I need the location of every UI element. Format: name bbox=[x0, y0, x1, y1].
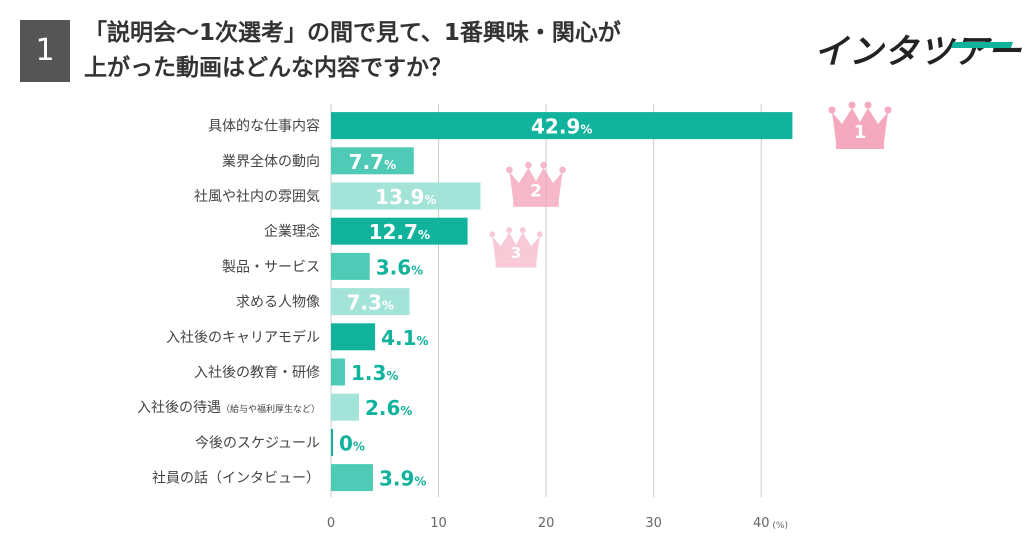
bar bbox=[331, 112, 793, 140]
crown-shape bbox=[509, 167, 563, 201]
crown-base bbox=[513, 200, 559, 207]
x-axis: 0 10 20 30 40 (%) bbox=[327, 516, 788, 531]
bar bbox=[331, 217, 468, 245]
value-label: 2.6% bbox=[365, 396, 412, 420]
crown-rank-number: 1 bbox=[854, 122, 867, 143]
crown-jewel bbox=[489, 231, 496, 238]
x-tick-label: 40 bbox=[753, 516, 770, 531]
bars bbox=[331, 112, 793, 492]
x-tick-label: 0 bbox=[327, 516, 335, 531]
question-number-badge: 1 bbox=[20, 20, 70, 82]
crown-jewel bbox=[864, 101, 872, 109]
crown-rank-number: 3 bbox=[511, 244, 522, 262]
bar bbox=[331, 358, 345, 386]
category-label: 入社後の待遇（給与や福利厚生など） bbox=[137, 400, 320, 416]
category-label: 入社後のキャリアモデル bbox=[166, 329, 320, 346]
header: 1 「説明会〜1次選考」の間で見て、1番興味・関心が 上がった動画はどんな内容で… bbox=[16, 12, 1021, 92]
value-label: 1.3% bbox=[351, 361, 398, 385]
bar bbox=[331, 428, 333, 456]
bar bbox=[331, 323, 376, 351]
bar bbox=[331, 464, 373, 492]
crown-jewel bbox=[525, 161, 532, 169]
category-label: 入社後の教育・研修 bbox=[194, 365, 320, 381]
crown-jewel bbox=[506, 227, 513, 234]
crown-base bbox=[836, 142, 884, 149]
title-line-1: 「説明会〜1次選考」の間で見て、1番興味・関心が bbox=[84, 20, 621, 46]
crown-icon: 2 bbox=[506, 161, 566, 207]
crown-icon: 1 bbox=[828, 101, 892, 149]
bar bbox=[331, 288, 410, 316]
crown-rank-number: 2 bbox=[530, 181, 542, 201]
bar bbox=[331, 182, 481, 210]
crown-jewel bbox=[536, 231, 543, 238]
value-label: 3.9% bbox=[379, 467, 426, 491]
value-label: 4.1% bbox=[381, 326, 428, 350]
x-axis-unit: (%) bbox=[772, 521, 788, 531]
crown-jewel bbox=[828, 106, 836, 114]
category-label: 今後のスケジュール bbox=[195, 435, 320, 451]
chart-title: 「説明会〜1次選考」の間で見て、1番興味・関心が 上がった動画はどんな内容ですか… bbox=[84, 16, 724, 86]
category-label: 企業理念 bbox=[264, 223, 320, 240]
crown-icon: 3 bbox=[489, 227, 543, 268]
x-tick-label: 20 bbox=[538, 516, 555, 531]
bar bbox=[331, 252, 370, 280]
x-tick-label: 10 bbox=[430, 516, 447, 531]
bar bbox=[331, 147, 414, 175]
category-label: 業界全体の動向 bbox=[222, 153, 320, 170]
category-label: 求める人物像 bbox=[236, 295, 320, 311]
category-labels: 具体的な仕事内容業界全体の動向社風や社内の雰囲気企業理念製品・サービス求める人物… bbox=[137, 118, 320, 487]
crown-jewel bbox=[506, 166, 513, 174]
crown-jewel bbox=[559, 166, 566, 174]
crown-base bbox=[495, 261, 537, 268]
crown-shape bbox=[492, 232, 540, 262]
crown-jewel bbox=[848, 101, 856, 109]
category-label: 社員の話（インタビュー） bbox=[152, 470, 320, 487]
value-labels: 42.9%7.7%13.9%12.7%3.6%7.3%4.1%1.3%2.6%0… bbox=[339, 115, 592, 491]
value-label: 3.6% bbox=[376, 255, 423, 279]
brand-logo: インタツアー bbox=[814, 32, 1022, 72]
category-label: 具体的な仕事内容 bbox=[208, 118, 320, 135]
crown-jewel bbox=[884, 106, 892, 114]
crown-jewel bbox=[519, 227, 526, 234]
bar bbox=[331, 393, 359, 421]
rank-crowns: 1 2 3 bbox=[489, 101, 892, 268]
value-label: 0% bbox=[339, 431, 365, 455]
crown-jewel bbox=[540, 161, 547, 169]
category-label: 社風や社内の雰囲気 bbox=[194, 189, 320, 205]
crown-shape bbox=[832, 108, 888, 142]
title-line-2: 上がった動画はどんな内容ですか？ bbox=[84, 55, 452, 81]
x-tick-label: 30 bbox=[645, 516, 662, 531]
category-label: 製品・サービス bbox=[222, 259, 320, 275]
